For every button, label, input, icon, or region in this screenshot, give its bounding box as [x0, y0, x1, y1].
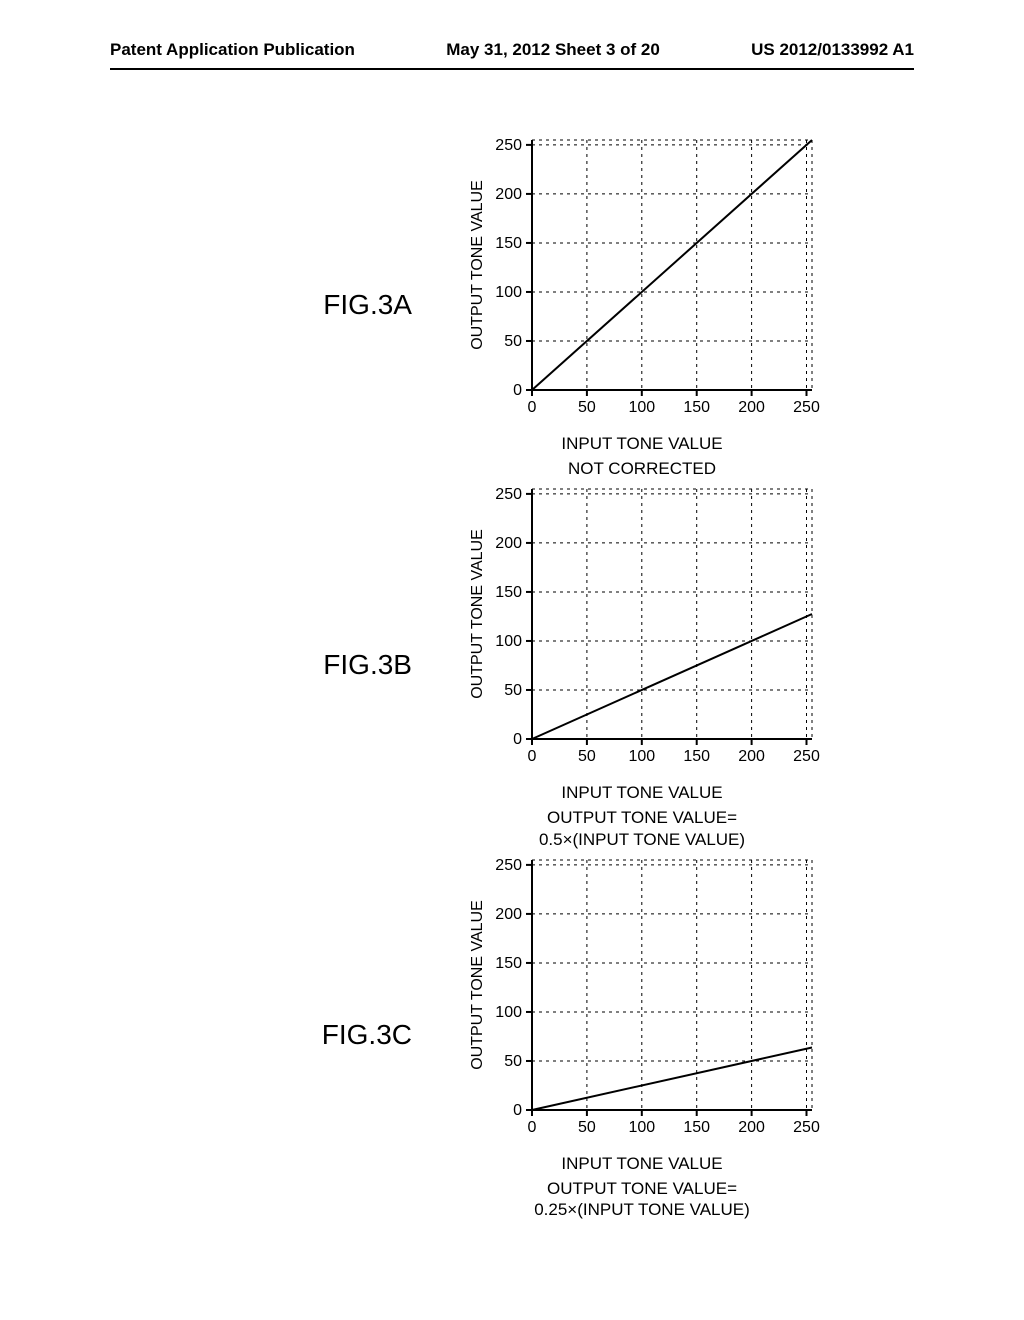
svg-text:250: 250	[793, 399, 820, 416]
svg-text:150: 150	[495, 955, 522, 972]
svg-text:0: 0	[528, 748, 537, 765]
svg-text:200: 200	[495, 186, 522, 203]
svg-text:150: 150	[683, 1119, 710, 1136]
svg-text:250: 250	[495, 857, 522, 874]
tone-chart: 0 50 100 150 200 250 0 50 100 150 200 250 OUTPUT TON…	[462, 850, 822, 1150]
svg-text:200: 200	[495, 906, 522, 923]
svg-text:0: 0	[513, 382, 522, 399]
svg-text:150: 150	[683, 748, 710, 765]
svg-text:200: 200	[738, 1119, 765, 1136]
figures-column: FIG.3A 0 50 100 150 200 250 0 50 100 150 200 250 OUTP…	[0, 130, 1024, 1220]
svg-text:50: 50	[504, 333, 522, 350]
figure-label: FIG.3B	[202, 649, 462, 681]
svg-text:250: 250	[793, 1119, 820, 1136]
chart-caption-bottom: OUTPUT TONE VALUE=0.25×(INPUT TONE VALUE…	[534, 1178, 750, 1221]
svg-text:100: 100	[495, 284, 522, 301]
svg-text:0: 0	[528, 399, 537, 416]
svg-text:200: 200	[495, 535, 522, 552]
figure-label: FIG.3C	[202, 1019, 462, 1051]
svg-text:50: 50	[578, 748, 596, 765]
x-axis-label: INPUT TONE VALUE	[561, 783, 722, 803]
chart-wrap: 0 50 100 150 200 250 0 50 100 150 200 250 OUTPUT TON…	[462, 479, 822, 850]
svg-text:100: 100	[628, 748, 655, 765]
svg-text:250: 250	[495, 137, 522, 154]
page-header: Patent Application Publication May 31, 2…	[0, 40, 1024, 60]
chart-caption-bottom: NOT CORRECTED	[568, 458, 716, 479]
header-rule	[110, 68, 914, 70]
svg-text:100: 100	[495, 633, 522, 650]
chart-caption-bottom: OUTPUT TONE VALUE=0.5×(INPUT TONE VALUE)	[539, 807, 745, 850]
svg-text:0: 0	[513, 1102, 522, 1119]
figure-label: FIG.3A	[202, 289, 462, 321]
svg-text:100: 100	[628, 1119, 655, 1136]
x-axis-label: INPUT TONE VALUE	[561, 1154, 722, 1174]
svg-text:250: 250	[495, 486, 522, 503]
svg-text:OUTPUT TONE VALUE: OUTPUT TONE VALUE	[469, 180, 486, 350]
svg-text:250: 250	[793, 748, 820, 765]
chart-svg: 0 50 100 150 200 250 0 50 100 150 200 250 OUTPUT TON…	[462, 850, 822, 1150]
figure-row: FIG.3B 0 50 100 150 200 250 0 50 100 150 200 250 OUTP…	[0, 479, 1024, 850]
figure-row: FIG.3C 0 50 100 150 200 250 0 50 100 150 200 250 OUTP…	[0, 850, 1024, 1221]
header-right: US 2012/0133992 A1	[751, 40, 914, 60]
svg-text:100: 100	[628, 399, 655, 416]
svg-text:150: 150	[495, 235, 522, 252]
svg-text:50: 50	[578, 399, 596, 416]
x-axis-label: INPUT TONE VALUE	[561, 434, 722, 454]
chart-wrap: 0 50 100 150 200 250 0 50 100 150 200 250 OUTPUT TON…	[462, 130, 822, 479]
svg-text:200: 200	[738, 748, 765, 765]
svg-text:150: 150	[495, 584, 522, 601]
chart-svg: 0 50 100 150 200 250 0 50 100 150 200 250 OUTPUT TON…	[462, 130, 822, 430]
svg-text:0: 0	[528, 1119, 537, 1136]
chart-wrap: 0 50 100 150 200 250 0 50 100 150 200 250 OUTPUT TON…	[462, 850, 822, 1221]
header-center: May 31, 2012 Sheet 3 of 20	[446, 40, 660, 60]
svg-text:50: 50	[578, 1119, 596, 1136]
figure-row: FIG.3A 0 50 100 150 200 250 0 50 100 150 200 250 OUTP…	[0, 130, 1024, 479]
svg-text:OUTPUT TONE VALUE: OUTPUT TONE VALUE	[469, 900, 486, 1070]
svg-text:200: 200	[738, 399, 765, 416]
svg-text:50: 50	[504, 1053, 522, 1070]
chart-svg: 0 50 100 150 200 250 0 50 100 150 200 250 OUTPUT TON…	[462, 479, 822, 779]
tone-chart: 0 50 100 150 200 250 0 50 100 150 200 250 OUTPUT TON…	[462, 479, 822, 779]
header-left: Patent Application Publication	[110, 40, 355, 60]
svg-text:50: 50	[504, 682, 522, 699]
svg-text:150: 150	[683, 399, 710, 416]
svg-text:OUTPUT TONE VALUE: OUTPUT TONE VALUE	[469, 529, 486, 699]
tone-chart: 0 50 100 150 200 250 0 50 100 150 200 250 OUTPUT TON…	[462, 130, 822, 430]
svg-text:0: 0	[513, 731, 522, 748]
svg-text:100: 100	[495, 1004, 522, 1021]
